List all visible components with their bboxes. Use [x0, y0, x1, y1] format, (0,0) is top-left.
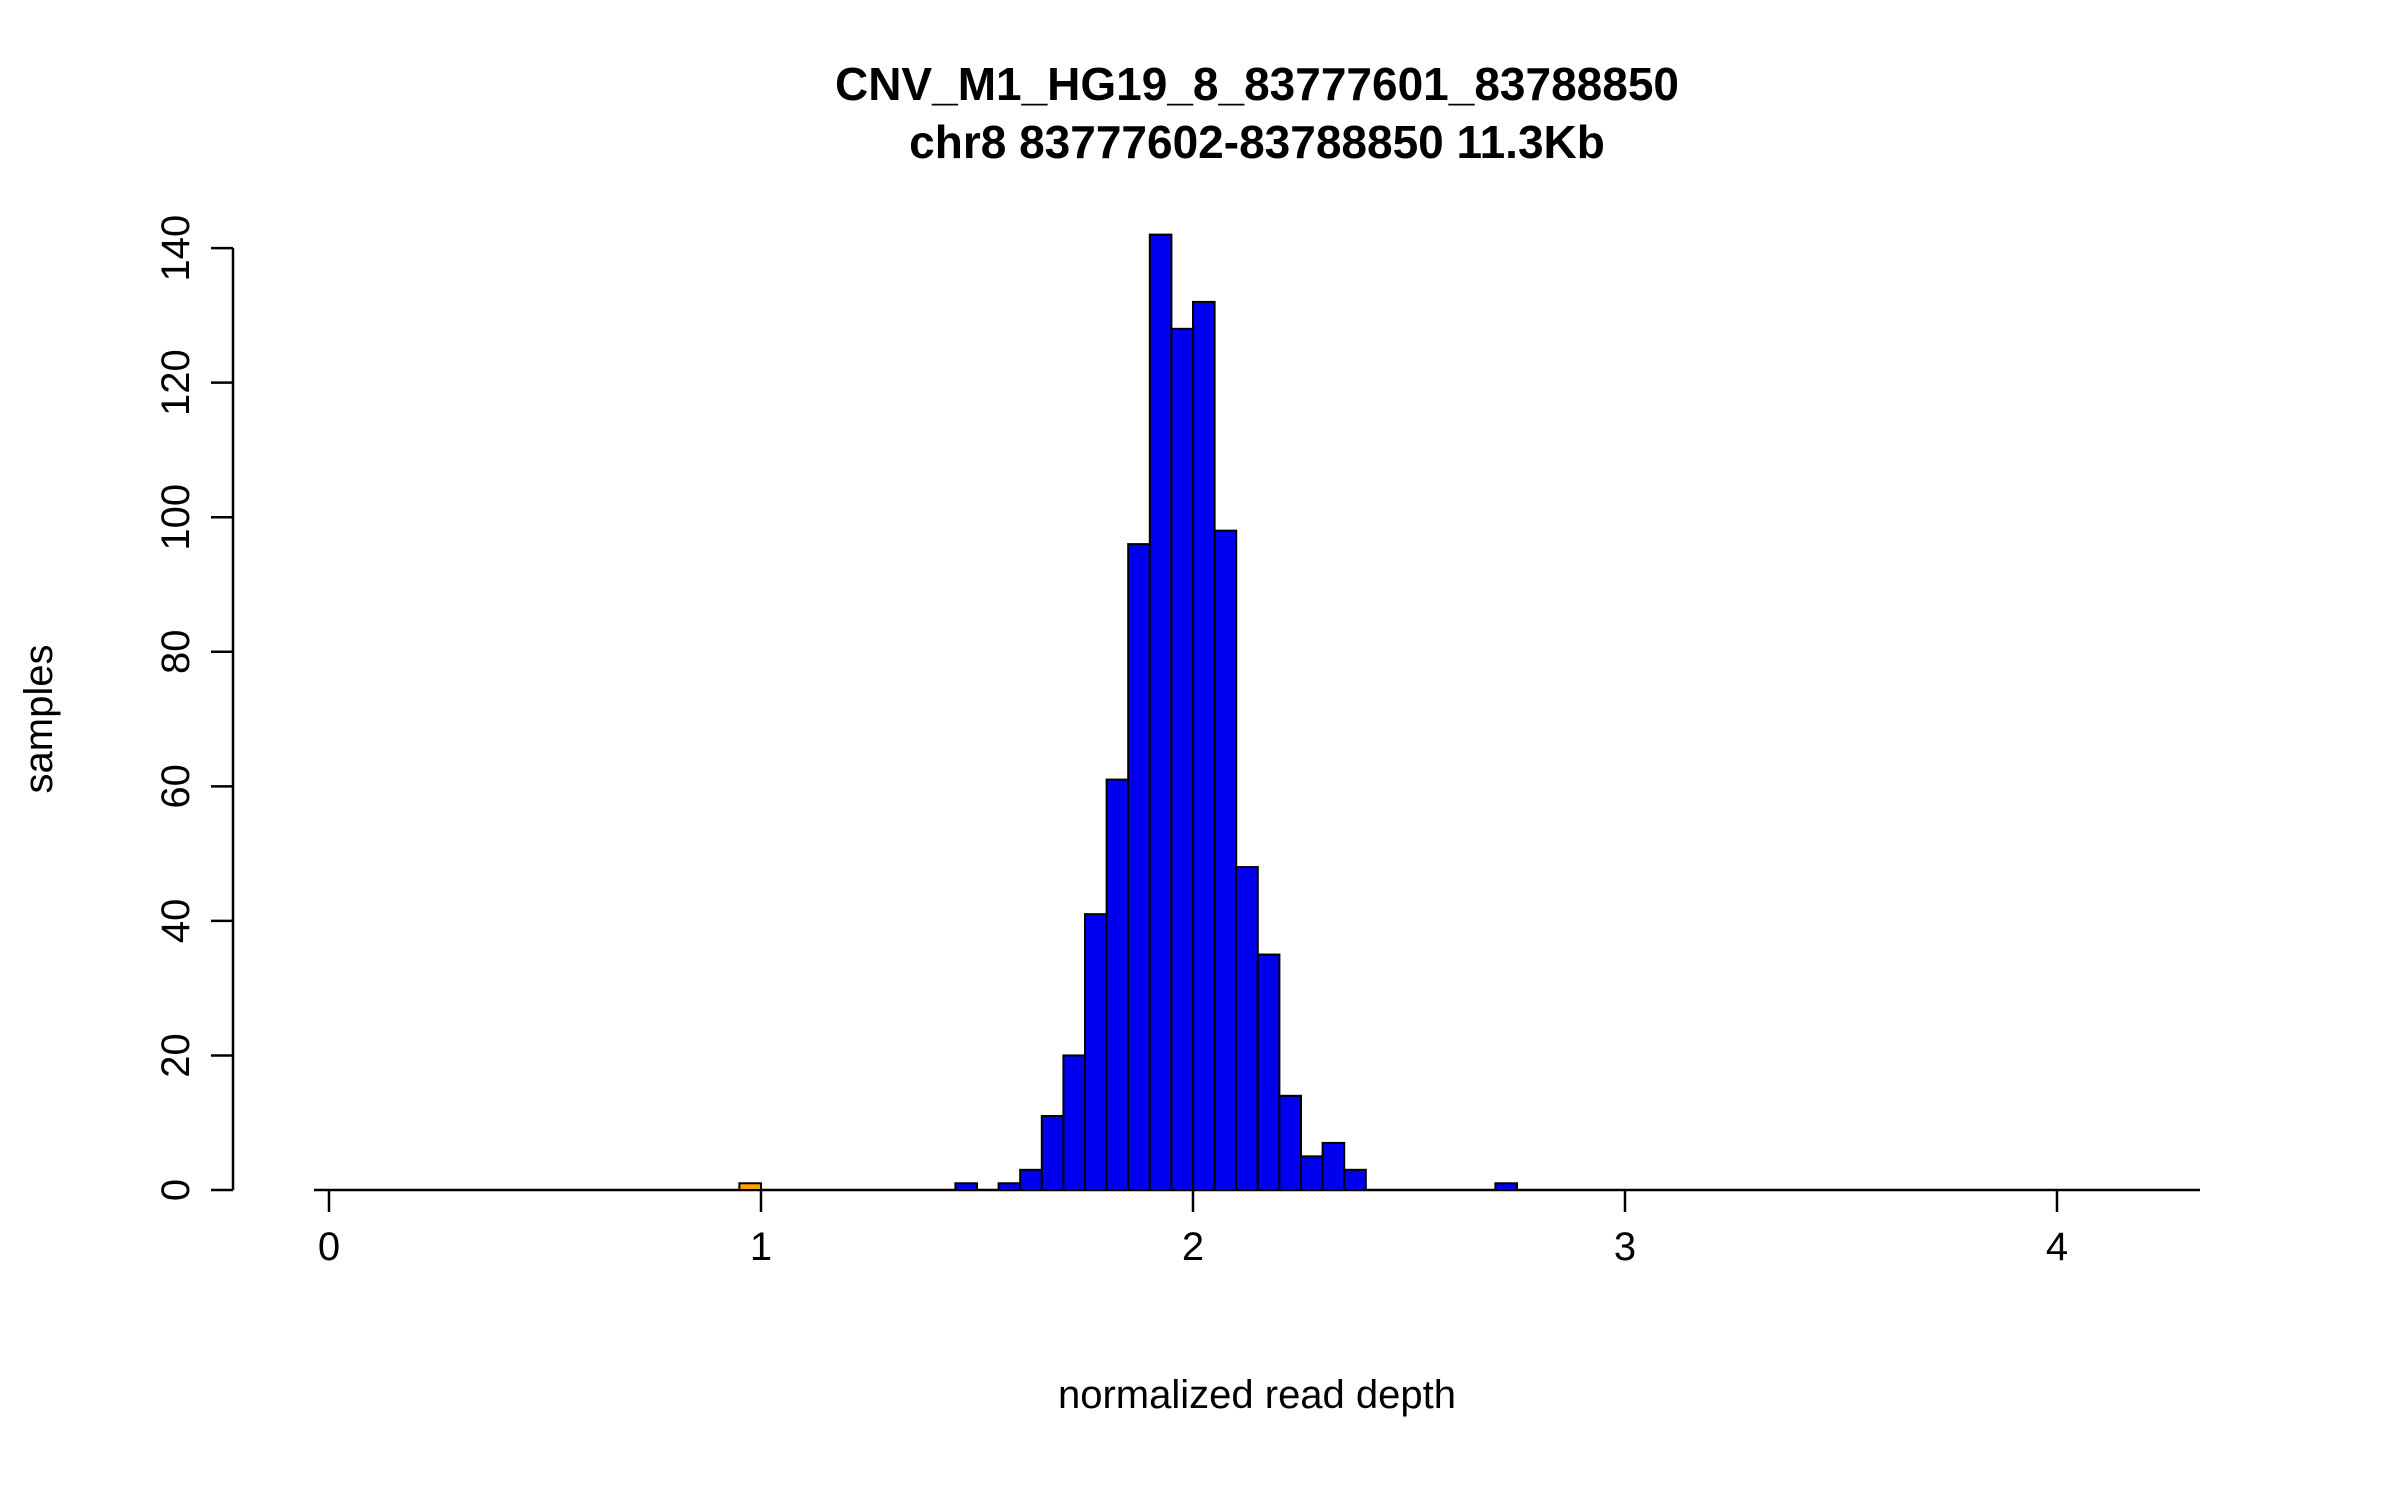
histogram-bar — [1213, 529, 1238, 1191]
chart-title: CNV_M1_HG19_8_83777601_83788850 — [835, 58, 1679, 110]
x-tick-label: 1 — [750, 1225, 772, 1269]
chart-subtitle: chr8 83777602-83788850 11.3Kb — [909, 116, 1605, 168]
x-tick-label: 3 — [1614, 1225, 1636, 1269]
histogram-bar — [1148, 233, 1173, 1191]
y-tick-label: 100 — [154, 484, 198, 551]
histogram-bar — [1019, 1168, 1043, 1192]
bars-layer — [738, 233, 1519, 1192]
histogram-bar — [1170, 327, 1195, 1192]
histogram-bar — [954, 1182, 979, 1191]
x-axis-label: normalized read depth — [1058, 1373, 1456, 1417]
y-tick-label: 40 — [154, 899, 198, 944]
y-tick-label: 140 — [154, 215, 198, 282]
histogram-bar — [1084, 913, 1108, 1191]
histogram-bar — [1105, 778, 1130, 1191]
y-axis-label: samples — [17, 645, 61, 794]
histogram-bar — [1235, 866, 1259, 1192]
y-tick-label: 60 — [154, 764, 198, 809]
histogram-bar — [1321, 1141, 1346, 1192]
histogram-bar — [1343, 1168, 1367, 1192]
histogram-bar — [1278, 1094, 1303, 1191]
histogram-bar — [1494, 1182, 1519, 1191]
y-tick-label: 0 — [154, 1179, 198, 1201]
y-tick-label: 20 — [154, 1033, 198, 1078]
y-tick-label: 80 — [154, 630, 198, 675]
y-tick-label: 120 — [154, 349, 198, 416]
x-tick-label: 0 — [318, 1225, 340, 1269]
histogram-bar — [1127, 543, 1151, 1191]
histogram-bar — [1300, 1155, 1324, 1191]
histogram-bar — [1040, 1114, 1065, 1191]
histogram-bar — [1192, 300, 1216, 1191]
x-tick-label: 2 — [1182, 1225, 1204, 1269]
histogram-bar — [1062, 1054, 1087, 1191]
x-tick-label: 4 — [2046, 1225, 2068, 1269]
histogram-bar — [997, 1182, 1022, 1191]
histogram-bar — [738, 1182, 763, 1191]
histogram-bar — [1256, 953, 1281, 1192]
